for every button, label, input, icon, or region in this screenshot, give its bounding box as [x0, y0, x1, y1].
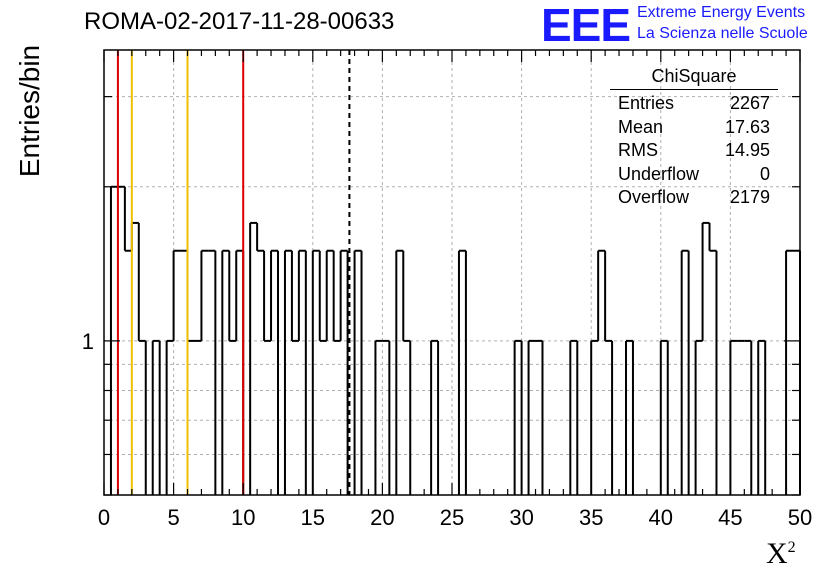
histogram-bin [256, 222, 265, 252]
histogram-bin [270, 249, 278, 341]
histogram-bin [235, 249, 244, 341]
histogram-bin [353, 249, 362, 495]
grid-lines [103, 50, 801, 496]
x-tick-label: 0 [98, 505, 110, 530]
histogram-bin [757, 339, 766, 495]
x-tick-label: 30 [509, 505, 533, 530]
histogram-bin [172, 249, 181, 341]
histogram-bin [625, 339, 633, 495]
histogram-bin [457, 249, 466, 495]
logo-line-1: Extreme Energy Events [637, 4, 806, 21]
x-tick-label: 25 [440, 505, 464, 530]
histogram-bin [569, 339, 578, 495]
histogram-bin [513, 339, 522, 495]
histogram-bars [109, 185, 801, 495]
histogram-bin [228, 250, 237, 342]
histogram-bin [680, 249, 689, 495]
histogram-bin [395, 249, 404, 495]
histogram-bin [708, 222, 717, 252]
x-tick-label: 20 [370, 505, 394, 530]
histogram-bin [290, 250, 299, 342]
eee-logo: EEE [541, 0, 631, 51]
histogram-bin [249, 221, 258, 495]
y-axis-label: Entries/bin [14, 44, 45, 178]
histogram-bin [283, 249, 292, 495]
x-tick-label: 50 [788, 505, 812, 530]
histogram-bin [151, 339, 160, 495]
histogram-bin [165, 339, 174, 495]
x-axis-label: X2 [766, 537, 796, 570]
x-tick-label: 40 [649, 505, 673, 530]
histogram-bin [186, 250, 195, 342]
logo-line-2: La Scienza nelle Scuole [637, 25, 808, 42]
histogram-bin [659, 339, 668, 495]
histogram-bin [318, 250, 327, 342]
stats-row: Underflow 0 [618, 163, 770, 184]
histogram-bin [694, 339, 703, 495]
histogram-bin [430, 339, 439, 495]
histogram-bin [123, 186, 132, 252]
histogram-bin [221, 249, 230, 495]
histogram-bin [339, 249, 348, 341]
histogram-bin [604, 250, 613, 342]
stats-title: ChiSquare [610, 66, 778, 90]
histogram-bin [325, 249, 334, 341]
histogram-bin [263, 250, 272, 342]
histogram-bin [729, 339, 738, 495]
x-tick-label: 45 [718, 505, 742, 530]
x-tick-label: 10 [231, 505, 255, 530]
stats-row: RMS 14.95 [618, 140, 770, 160]
histogram-bin [785, 249, 794, 495]
histogram-bin [137, 222, 146, 342]
run-title: ROMA-02-2017-11-28-00633 [84, 8, 395, 35]
stats-row: Mean 17.63 [618, 116, 770, 137]
y-tick-label: 1 [82, 329, 94, 354]
reference-lines [116, 50, 351, 495]
histogram-bin [130, 221, 139, 251]
histogram-bin [332, 250, 341, 342]
stats-row: Overflow 2179 [618, 187, 770, 207]
histogram-bin [527, 339, 536, 495]
histogram-bin [590, 339, 599, 495]
x-tick-label: 15 [301, 505, 325, 530]
histogram-bin [597, 249, 606, 341]
histogram-bin [701, 221, 710, 341]
histogram-bin [402, 250, 411, 342]
x-tick-label: 35 [579, 505, 603, 530]
histogram-bin [297, 249, 306, 341]
histogram-bin [311, 249, 320, 495]
histogram-bin [200, 249, 209, 341]
axis-ticks: 0 5 10 15 20 25 30 35 40 45 50 1 [82, 50, 812, 530]
stats-row: Entries 2267 [618, 93, 770, 113]
stats-box: ChiSquare Entries 2267 Mean 17.63 RMS 14.95… [610, 66, 778, 210]
x-tick-label: 5 [167, 505, 179, 530]
histogram-bin [374, 339, 383, 495]
